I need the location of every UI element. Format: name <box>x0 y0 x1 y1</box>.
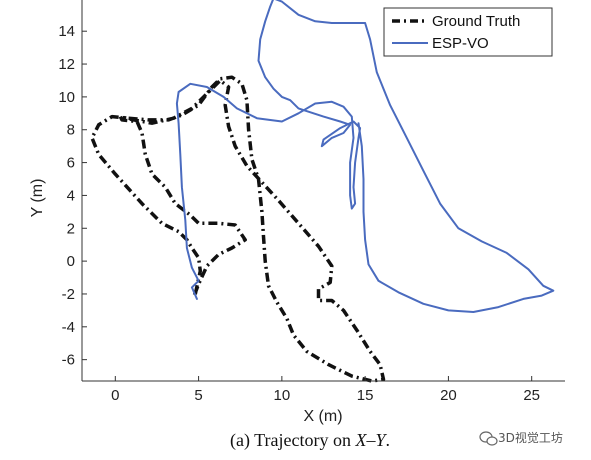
caption-math: X–Y <box>354 430 387 450</box>
y-tick-label: 10 <box>58 89 75 106</box>
watermark: 3D视觉工坊 <box>479 430 563 446</box>
caption-suffix: . <box>386 430 391 450</box>
y-tick-label: 14 <box>58 23 75 40</box>
axes-layer: 0 5 10 15 20 25 -6 -4 -2 0 2 4 6 8 10 12 14 <box>58 0 565 404</box>
y-tick-label: 12 <box>58 56 75 73</box>
watermark-text: 3D视觉工坊 <box>498 430 563 445</box>
y-tick-label: 6 <box>67 155 75 172</box>
y-tick-label: 2 <box>67 220 75 237</box>
x-tick-label: 10 <box>274 387 291 404</box>
y-tick-label: 4 <box>67 187 75 204</box>
y-tick-label: -2 <box>62 286 75 303</box>
y-tick-label: 0 <box>67 253 75 270</box>
wechat-icon <box>479 431 498 446</box>
plot-area <box>90 0 555 383</box>
series-line-esp-vo <box>175 0 555 313</box>
y-tick-label: -6 <box>62 352 75 369</box>
x-tick-label: 0 <box>111 387 119 404</box>
legend-box <box>383 7 553 57</box>
legend-esp-vo-label: ESP-VO <box>432 35 489 52</box>
x-tick-label: 25 <box>523 387 540 404</box>
x-tick-label: 5 <box>194 387 202 404</box>
legend-ground-truth-label: Ground Truth <box>432 13 520 30</box>
y-tick-label: 8 <box>67 122 75 139</box>
x-tick-label: 20 <box>440 387 457 404</box>
legend: Ground Truth ESP-VO <box>383 7 553 57</box>
series-layer <box>90 0 555 383</box>
x-axis-title: X (m) <box>303 408 342 425</box>
figure-caption: (a) Trajectory on X–Y. <box>230 430 390 451</box>
y-axis-title: Y (m) <box>29 179 46 218</box>
y-tick-label: -4 <box>62 319 75 336</box>
x-tick-label: 15 <box>357 387 374 404</box>
series-line-ground-truth <box>90 75 386 383</box>
caption-prefix: (a) Trajectory on <box>230 430 355 451</box>
